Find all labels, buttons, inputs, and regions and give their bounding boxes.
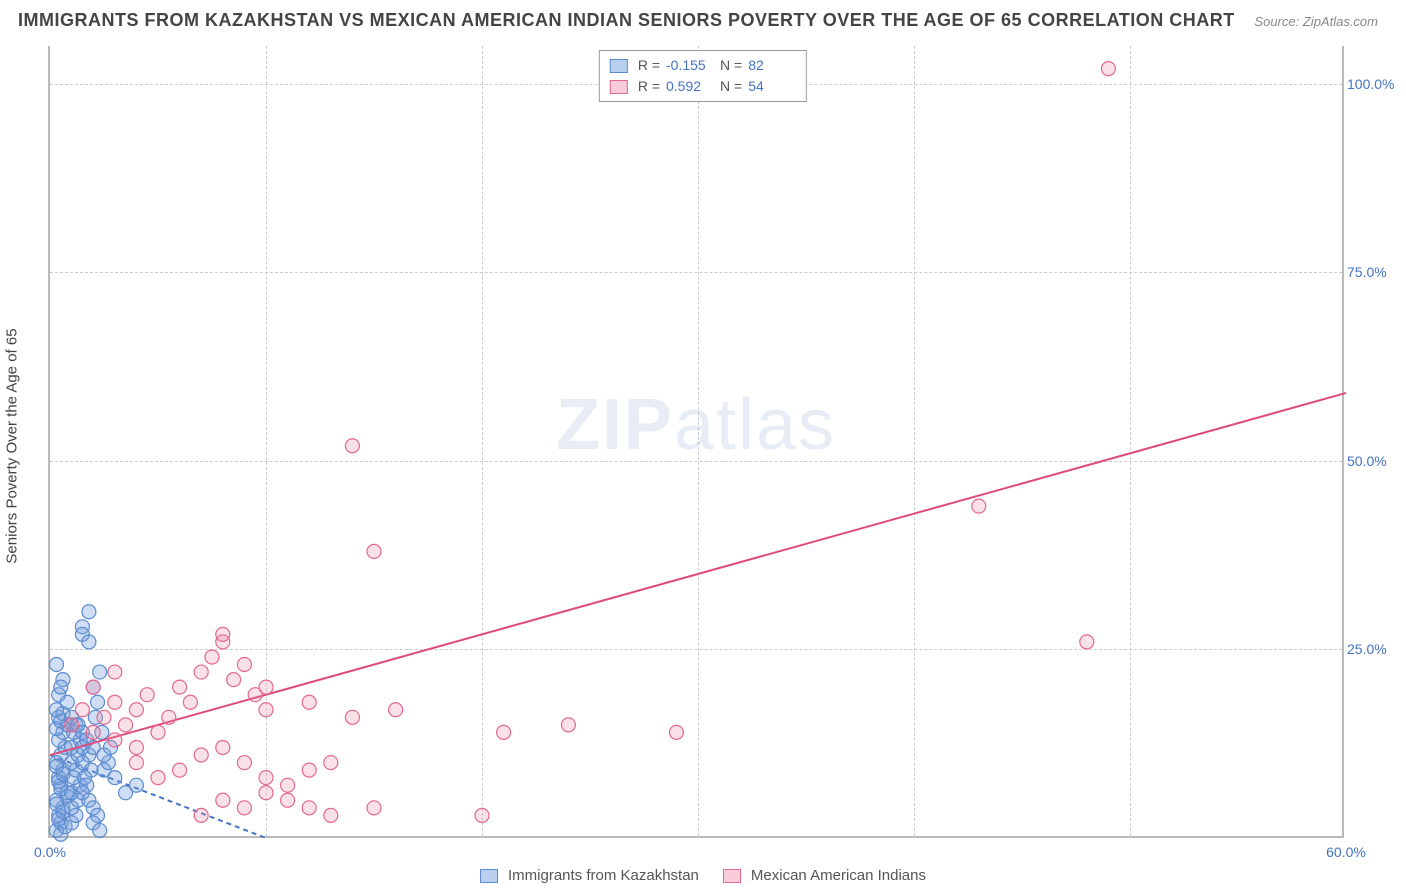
data-point — [82, 635, 96, 649]
source-label: Source: — [1254, 14, 1299, 29]
ytick-label: 50.0% — [1347, 453, 1402, 469]
data-point — [367, 801, 381, 815]
data-point — [108, 771, 122, 785]
data-point — [669, 725, 683, 739]
data-point — [60, 695, 74, 709]
data-point — [86, 725, 100, 739]
data-point — [497, 725, 511, 739]
chart-title: IMMIGRANTS FROM KAZAKHSTAN VS MEXICAN AM… — [18, 10, 1235, 31]
data-point — [108, 695, 122, 709]
legend-item-0: Immigrants from Kazakhstan — [480, 867, 699, 884]
n-value-1: 54 — [748, 76, 796, 97]
ytick-label: 100.0% — [1347, 76, 1402, 92]
data-point — [93, 823, 107, 837]
data-point — [227, 673, 241, 687]
data-point — [281, 778, 295, 792]
data-point — [324, 808, 338, 822]
data-point — [216, 740, 230, 754]
r-label: R = — [638, 76, 660, 97]
data-point — [367, 544, 381, 558]
chart-plot-area: ZIPatlas 25.0%50.0%75.0%100.0%0.0%60.0% — [48, 46, 1344, 838]
data-point — [129, 740, 143, 754]
xtick-label: 0.0% — [34, 844, 66, 860]
r-value-1: 0.592 — [666, 76, 714, 97]
data-point — [259, 786, 273, 800]
n-label: N = — [720, 76, 742, 97]
swatch-bottom-0 — [480, 869, 498, 883]
legend-label-1: Mexican American Indians — [751, 867, 926, 884]
data-point — [93, 665, 107, 679]
r-label: R = — [638, 55, 660, 76]
data-point — [49, 759, 63, 773]
data-point — [54, 680, 68, 694]
data-point — [151, 725, 165, 739]
data-point — [561, 718, 575, 732]
r-value-0: -0.155 — [666, 55, 714, 76]
data-point — [65, 718, 79, 732]
data-point — [108, 665, 122, 679]
y-axis-label: Seniors Poverty Over the Age of 65 — [4, 328, 21, 563]
data-point — [302, 763, 316, 777]
source-attribution: Source: ZipAtlas.com — [1254, 14, 1378, 29]
data-point — [194, 808, 208, 822]
data-point — [173, 680, 187, 694]
data-point — [972, 499, 986, 513]
data-point — [86, 680, 100, 694]
data-point — [1080, 635, 1094, 649]
data-point — [216, 627, 230, 641]
legend-row-series-0: R = -0.155 N = 82 — [610, 55, 796, 76]
data-point — [194, 748, 208, 762]
data-point — [216, 793, 230, 807]
scatter-svg — [50, 46, 1342, 836]
data-point — [389, 703, 403, 717]
data-point — [119, 718, 133, 732]
data-point — [345, 439, 359, 453]
data-point — [49, 658, 63, 672]
data-point — [129, 778, 143, 792]
data-point — [237, 801, 251, 815]
trend-line — [50, 393, 1346, 755]
data-point — [475, 808, 489, 822]
data-point — [302, 801, 316, 815]
series-legend: Immigrants from Kazakhstan Mexican Ameri… — [480, 867, 926, 884]
swatch-series-0 — [610, 59, 628, 73]
swatch-series-1 — [610, 80, 628, 94]
ytick-label: 25.0% — [1347, 641, 1402, 657]
data-point — [237, 658, 251, 672]
data-point — [324, 756, 338, 770]
xtick-label: 60.0% — [1326, 844, 1366, 860]
data-point — [259, 703, 273, 717]
n-label: N = — [720, 55, 742, 76]
data-point — [183, 695, 197, 709]
data-point — [108, 733, 122, 747]
data-point — [194, 665, 208, 679]
data-point — [162, 710, 176, 724]
swatch-bottom-1 — [723, 869, 741, 883]
data-point — [151, 771, 165, 785]
data-point — [91, 695, 105, 709]
n-value-0: 82 — [748, 55, 796, 76]
data-point — [173, 763, 187, 777]
data-point — [259, 771, 273, 785]
data-point — [140, 688, 154, 702]
correlation-legend: R = -0.155 N = 82 R = 0.592 N = 54 — [599, 50, 807, 102]
data-point — [82, 605, 96, 619]
data-point — [281, 793, 295, 807]
source-value: ZipAtlas.com — [1303, 14, 1378, 29]
data-point — [237, 756, 251, 770]
legend-row-series-1: R = 0.592 N = 54 — [610, 76, 796, 97]
legend-label-0: Immigrants from Kazakhstan — [508, 867, 699, 884]
data-point — [302, 695, 316, 709]
data-point — [205, 650, 219, 664]
data-point — [1101, 62, 1115, 76]
data-point — [75, 703, 89, 717]
data-point — [97, 710, 111, 724]
ytick-label: 75.0% — [1347, 264, 1402, 280]
data-point — [129, 703, 143, 717]
data-point — [259, 680, 273, 694]
data-point — [129, 756, 143, 770]
legend-item-1: Mexican American Indians — [723, 867, 926, 884]
data-point — [345, 710, 359, 724]
